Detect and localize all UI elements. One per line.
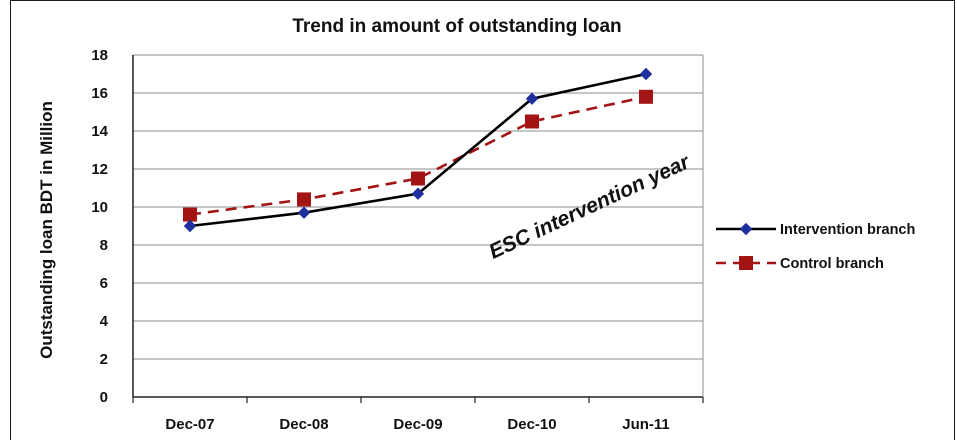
y-tick-label: 16 <box>91 85 108 102</box>
x-tick-label: Dec-07 <box>165 416 214 432</box>
legend: Intervention branch Control branch <box>716 222 915 272</box>
y-axis-label: Outstanding loan BDT in Million <box>37 101 56 359</box>
y-tick-label: 12 <box>91 161 108 178</box>
series-layer <box>183 67 653 233</box>
y-tick-label: 2 <box>100 351 108 368</box>
data-point-control-branch <box>297 192 311 207</box>
x-tick-label: Dec-10 <box>507 416 556 432</box>
y-tick-label: 0 <box>100 389 108 406</box>
gridlines <box>132 54 704 403</box>
legend-item-intervention-branch: Intervention branch <box>716 222 915 238</box>
x-tick-label: Dec-09 <box>393 416 442 432</box>
data-point-intervention-branch <box>639 67 653 81</box>
legend-label: Intervention branch <box>780 222 915 238</box>
legend-label: Control branch <box>780 256 884 272</box>
y-tick-label: 18 <box>91 47 108 64</box>
legend-item-control-branch: Control branch <box>716 256 884 272</box>
series-line-control-branch <box>189 95 647 216</box>
series-control-branch <box>183 89 653 222</box>
data-point-intervention-branch <box>297 206 311 219</box>
y-tick-label: 6 <box>100 275 108 292</box>
legend-marker <box>739 256 753 270</box>
data-point-control-branch <box>183 207 197 222</box>
chart-frame <box>10 0 955 440</box>
y-tick-labels: 0 2 4 6 8 10 12 14 16 18 <box>91 47 108 406</box>
data-point-control-branch <box>411 171 425 186</box>
x-tick-label: Jun-11 <box>622 416 670 432</box>
data-point-control-branch <box>639 89 653 104</box>
data-point-intervention-branch <box>183 219 197 233</box>
data-point-intervention-branch <box>525 92 539 105</box>
series-intervention-branch <box>183 67 653 233</box>
y-tick-label: 4 <box>100 313 109 330</box>
y-tick-label: 8 <box>100 237 108 254</box>
chart-title: Trend in amount of outstanding loan <box>292 16 621 37</box>
x-tick-labels: Dec-07 Dec-08 Dec-09 Dec-10 Jun-11 <box>165 416 669 432</box>
data-point-control-branch <box>525 114 539 129</box>
x-tick-label: Dec-08 <box>279 416 328 432</box>
y-tick-label: 14 <box>91 123 108 140</box>
y-tick-label: 10 <box>91 199 108 216</box>
data-point-intervention-branch <box>411 187 425 200</box>
legend-marker <box>739 222 753 236</box>
